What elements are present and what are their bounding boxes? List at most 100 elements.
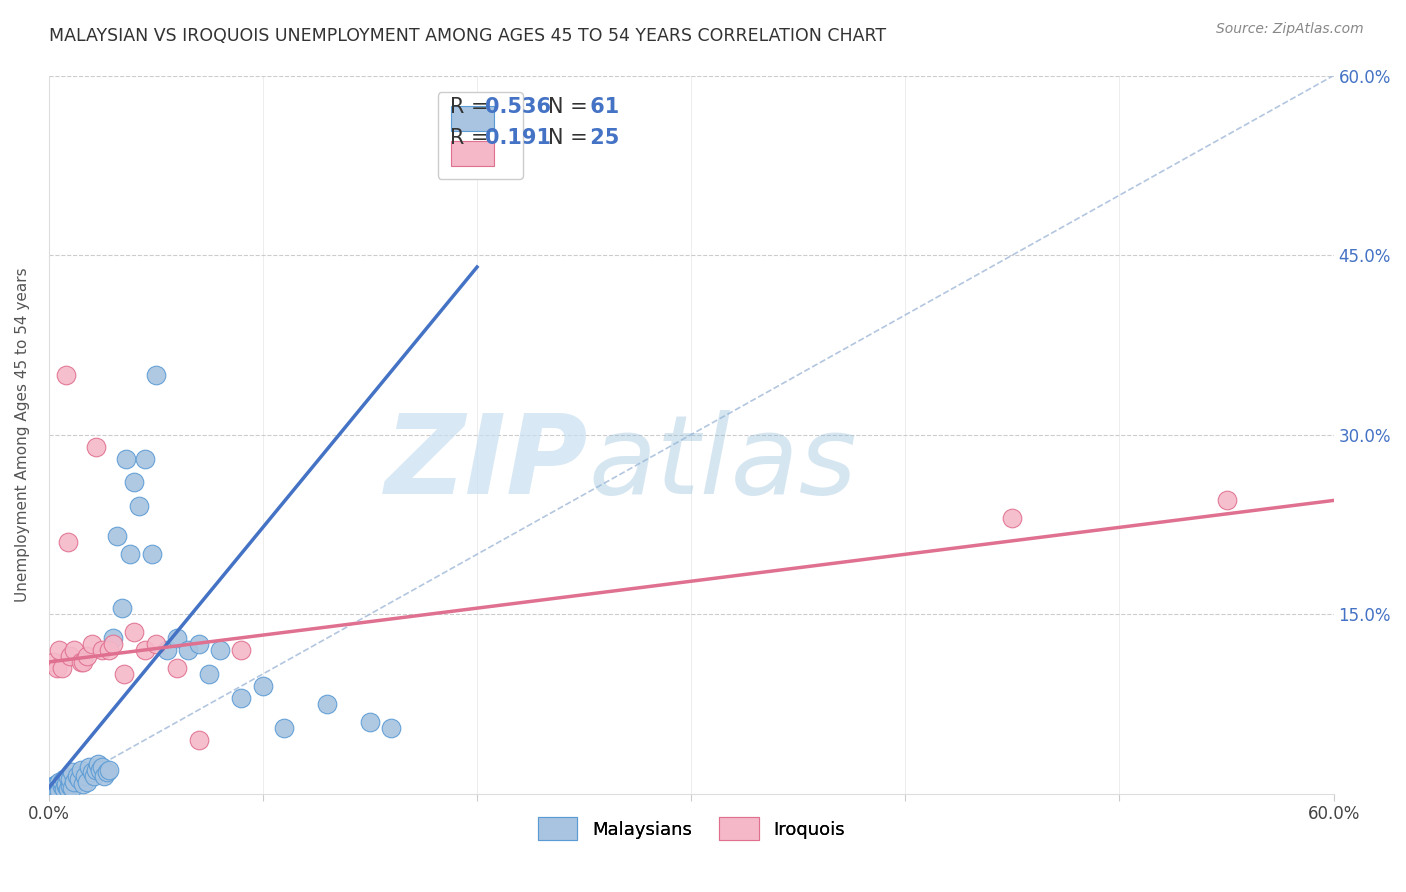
Point [60,780,83,795]
Point [231,643,253,657]
Point [79,760,101,774]
Point [75,769,97,783]
Point [84,440,107,454]
Text: 0.536: 0.536 [485,97,551,117]
Point [44,778,66,792]
Point [273,721,295,735]
Point [44,784,66,798]
Point [97,763,120,777]
Point [187,637,209,651]
Point [55,368,77,382]
Point [145,368,167,382]
Text: N =: N = [548,97,595,117]
Text: 0.191: 0.191 [485,128,551,148]
Point [60,765,83,780]
Point [56,535,79,549]
Point [101,637,124,651]
Point [63,774,86,789]
Point [42,780,65,794]
Point [209,643,232,657]
Point [55,780,77,794]
Text: ZIP: ZIP [385,409,588,516]
Point [55,777,77,791]
Point [91,643,114,657]
Point [80,765,103,780]
Point [83,769,105,783]
Point [59,780,82,794]
Point [48,774,70,789]
Text: R =: R = [450,128,502,148]
Point [42,655,65,669]
Point [359,714,381,729]
Point [56,781,79,796]
Point [59,648,82,663]
Point [134,451,156,466]
Point [76,648,98,663]
Point [46,661,69,675]
Point [96,765,118,780]
Point [124,475,146,490]
Point [380,721,402,735]
Point [177,643,200,657]
Point [59,772,82,787]
Point [89,763,111,777]
Point [128,500,150,514]
Point [46,777,69,791]
Point [110,601,132,615]
Text: 25: 25 [583,128,620,148]
Point [112,667,135,681]
Point [97,643,120,657]
Point [166,631,188,645]
Point [115,451,138,466]
Point [187,732,209,747]
Text: MALAYSIAN VS IROQUOIS UNEMPLOYMENT AMONG AGES 45 TO 54 YEARS CORRELATION CHART: MALAYSIAN VS IROQUOIS UNEMPLOYMENT AMONG… [49,27,886,45]
Point [166,661,188,675]
Point [1001,511,1024,525]
Point [76,774,98,789]
Point [231,690,253,705]
Point [198,667,221,681]
Point [56,770,79,784]
Point [124,625,146,640]
Point [72,777,94,791]
Point [39,780,62,795]
Point [91,760,114,774]
Point [93,769,115,783]
Text: Source: ZipAtlas.com: Source: ZipAtlas.com [1216,22,1364,37]
Point [141,547,163,561]
Point [48,643,70,657]
Point [120,547,142,561]
Point [87,756,110,771]
Point [134,643,156,657]
Point [105,529,128,543]
Legend: Malaysians, Iroquois: Malaysians, Iroquois [529,808,853,849]
Point [72,655,94,669]
Y-axis label: Unemployment Among Ages 45 to 54 years: Unemployment Among Ages 45 to 54 years [15,268,30,602]
Text: R =: R = [450,97,495,117]
Point [155,643,177,657]
Text: 61: 61 [583,97,620,117]
Point [80,637,103,651]
Point [42,783,65,797]
Point [101,631,124,645]
Point [51,661,73,675]
Point [252,679,274,693]
Point [52,781,75,796]
Text: N =: N = [548,128,595,148]
Point [1215,493,1237,508]
Point [70,655,93,669]
Point [67,772,90,787]
Point [52,772,75,787]
Point [46,783,69,797]
Point [145,637,167,651]
Text: atlas: atlas [588,409,858,516]
Point [51,774,73,789]
Point [48,784,70,798]
Point [84,763,107,777]
Point [63,643,86,657]
Point [65,769,87,783]
Point [70,763,93,777]
Point [51,780,73,794]
Point [48,781,70,796]
Point [316,697,339,711]
